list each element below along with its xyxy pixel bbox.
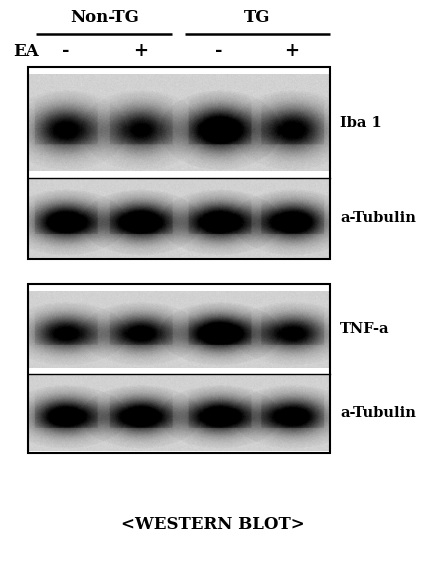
Text: <WESTERN BLOT>: <WESTERN BLOT>	[121, 516, 305, 533]
Bar	[28, 74, 330, 171]
Bar	[28, 374, 330, 451]
Bar	[28, 284, 330, 453]
Text: a-Tubulin: a-Tubulin	[340, 211, 416, 225]
Text: a-Tubulin: a-Tubulin	[340, 406, 416, 420]
Text: +: +	[133, 42, 148, 60]
Text: -: -	[62, 42, 70, 60]
Text: EA: EA	[13, 43, 39, 60]
Bar	[28, 291, 330, 368]
Text: TG: TG	[244, 9, 271, 26]
Bar	[28, 178, 330, 258]
Text: -: -	[215, 42, 223, 60]
Text: Non-TG: Non-TG	[70, 9, 138, 26]
Text: TNF-a: TNF-a	[340, 322, 390, 336]
Text: Iba 1: Iba 1	[340, 116, 382, 129]
Bar	[28, 67, 330, 259]
Text: +: +	[284, 42, 299, 60]
